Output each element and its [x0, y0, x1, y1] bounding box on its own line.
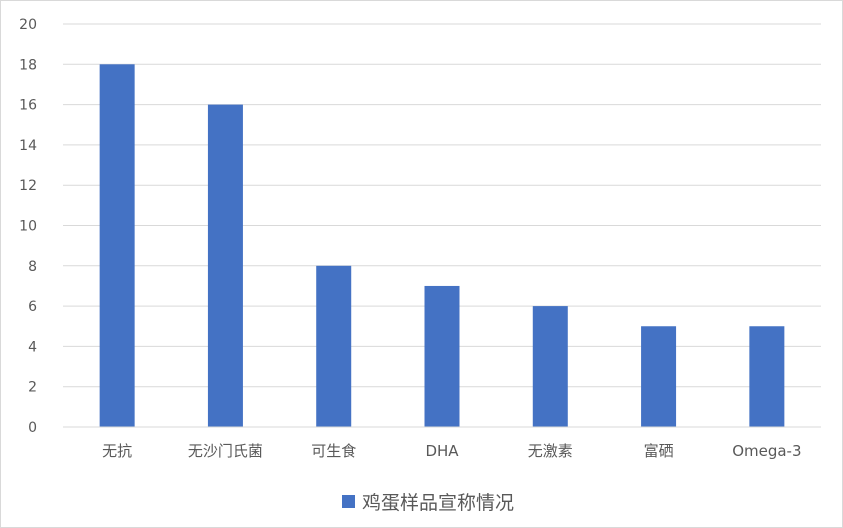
- y-tick-label: 0: [28, 420, 37, 436]
- bar: [641, 326, 677, 427]
- legend-swatch: [342, 495, 355, 508]
- y-tick-label: 20: [19, 17, 37, 33]
- bar: [99, 64, 135, 428]
- bar: [424, 285, 460, 427]
- x-tick-label: 无抗: [102, 442, 132, 460]
- x-tick-label: 无激素: [528, 442, 573, 460]
- y-tick-label: 18: [19, 57, 37, 73]
- x-tick-label: 可生食: [311, 442, 356, 460]
- y-tick-label: 16: [19, 98, 37, 114]
- x-tick-label: Omega-3: [732, 442, 801, 460]
- legend-label: 鸡蛋样品宣称情况: [362, 492, 514, 514]
- x-tick-label: 富硒: [644, 442, 674, 460]
- y-tick-label: 10: [19, 219, 37, 235]
- y-tick-label: 14: [19, 138, 37, 154]
- bar: [207, 104, 243, 427]
- y-tick-label: 2: [28, 380, 37, 396]
- bar: [316, 265, 352, 427]
- y-tick-label: 6: [28, 299, 37, 315]
- y-tick-label: 4: [28, 339, 37, 355]
- x-tick-label: DHA: [425, 442, 459, 460]
- x-tick-label: 无沙门氏菌: [188, 442, 263, 460]
- y-tick-label: 12: [19, 178, 37, 194]
- y-tick-label: 8: [28, 259, 37, 275]
- bar: [532, 306, 568, 427]
- bar: [749, 326, 785, 427]
